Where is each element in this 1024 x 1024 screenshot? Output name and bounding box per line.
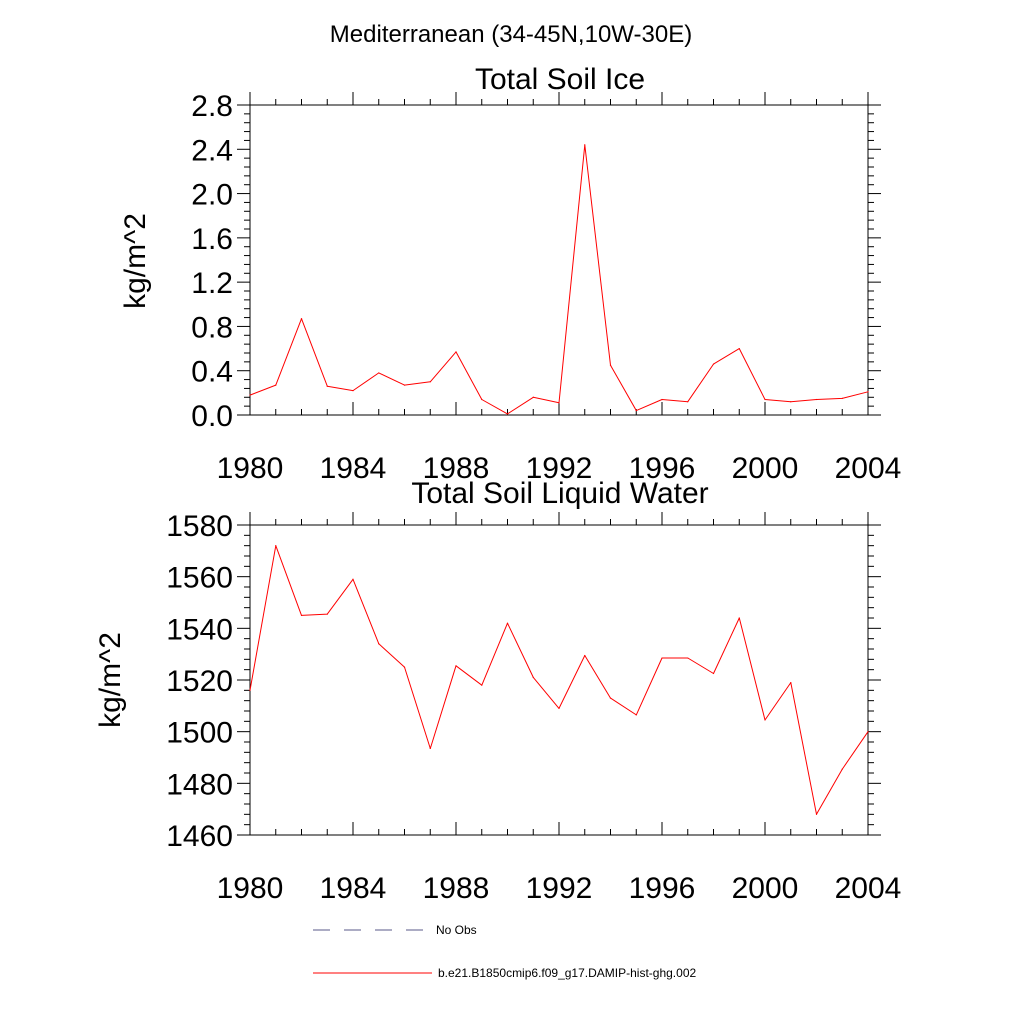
data-point — [300, 318, 303, 320]
data-point — [661, 398, 663, 401]
x-tick-label: 1988 — [423, 872, 490, 905]
data-point — [378, 643, 380, 645]
data-point — [326, 385, 328, 387]
y-tick-label: 1.6 — [191, 223, 233, 256]
y-tick-label: 1520 — [166, 665, 233, 698]
data-point — [867, 731, 869, 733]
y-axis-label: kg/m^2 — [119, 213, 152, 309]
y-tick-label: 1.2 — [191, 267, 233, 300]
data-point — [455, 351, 457, 353]
y-tick-label: 2.4 — [191, 134, 233, 167]
data-point — [249, 689, 251, 691]
data-point — [558, 402, 560, 404]
data-point — [506, 413, 509, 415]
data-point — [506, 622, 509, 624]
x-tick-label: 1996 — [629, 452, 696, 485]
data-point — [352, 578, 354, 580]
y-tick-label: 1540 — [166, 613, 233, 646]
panel-title: Total Soil Liquid Water — [411, 477, 708, 510]
data-point — [352, 390, 354, 392]
data-point — [841, 768, 843, 770]
y-tick-label: 0.4 — [191, 356, 233, 389]
y-tick-label: 1460 — [166, 820, 233, 853]
x-tick-label: 2000 — [732, 872, 799, 905]
x-tick-label: 1980 — [217, 452, 284, 485]
x-tick-label: 1992 — [526, 872, 593, 905]
data-point — [815, 813, 818, 815]
data-point — [609, 697, 612, 699]
data-point — [429, 747, 431, 750]
legend-model-label: b.e21.B1850cmip6.f09_g17.DAMIP-hist-ghg.… — [438, 966, 696, 980]
data-point — [841, 397, 843, 399]
data-point — [867, 391, 869, 393]
figure-title: Mediterranean (34-45N,10W-30E) — [330, 21, 692, 48]
data-point — [738, 617, 740, 619]
data-point — [661, 657, 663, 659]
y-axis-label: kg/m^2 — [94, 632, 127, 728]
data-point — [790, 401, 792, 403]
data-point — [378, 372, 380, 374]
data-point — [249, 394, 251, 396]
x-tick-label: 1980 — [217, 872, 284, 905]
y-tick-label: 1480 — [166, 768, 233, 801]
data-point — [635, 409, 637, 412]
x-tick-label: 1992 — [526, 452, 593, 485]
panel-total-soil-liquid-water: Total Soil Liquid Water kg/m^2 1980 1984 1… — [94, 477, 901, 905]
data-point — [275, 545, 277, 547]
data-point — [326, 613, 328, 615]
data-point — [403, 666, 406, 668]
plot-frame — [249, 524, 869, 836]
data-point — [687, 657, 689, 659]
data-point — [558, 707, 560, 710]
data-point — [584, 654, 586, 657]
plot-frame — [249, 104, 869, 416]
data-point — [635, 714, 637, 716]
data-point — [687, 401, 689, 403]
data-point — [300, 614, 303, 617]
y-tick-label: 0.8 — [191, 311, 233, 344]
legend: No Obs b.e21.B1850cmip6.f09_g17.DAMIP-hi… — [313, 923, 696, 980]
data-point — [815, 398, 818, 401]
x-tick-label: 1984 — [320, 872, 387, 905]
data-point — [481, 684, 483, 686]
data-point — [481, 398, 483, 401]
data-point — [764, 719, 766, 721]
data-point — [609, 364, 612, 366]
data-point — [738, 347, 740, 350]
y-tick-label: 1560 — [166, 562, 233, 595]
data-point — [584, 144, 586, 146]
series-line — [249, 545, 869, 815]
x-tick-label: 1988 — [423, 452, 490, 485]
x-tick-label: 1996 — [629, 872, 696, 905]
data-point — [764, 398, 766, 401]
x-tick-label: 1984 — [320, 452, 387, 485]
data-point — [275, 384, 277, 386]
y-tick-label: 0.0 — [191, 400, 233, 433]
x-tick-label: 2000 — [732, 452, 799, 485]
panel-title: Total Soil Ice — [475, 63, 645, 96]
data-point — [403, 384, 406, 386]
data-point — [790, 681, 792, 684]
data-point — [712, 363, 715, 365]
y-tick-label: 1580 — [166, 510, 233, 543]
y-tick-label: 2.0 — [191, 179, 233, 212]
y-tick-label: 2.8 — [191, 90, 233, 123]
data-point — [455, 665, 457, 667]
y-tick-label: 1500 — [166, 717, 233, 750]
data-point — [532, 396, 534, 398]
data-point — [712, 672, 715, 675]
data-point — [532, 676, 534, 679]
legend-no-obs-label: No Obs — [436, 923, 477, 937]
x-tick-label: 2004 — [835, 452, 902, 485]
series-line — [249, 144, 869, 415]
data-point — [429, 381, 431, 383]
panel-total-soil-ice: Total Soil Ice kg/m^2 1980 1984 1988 1992 19… — [119, 63, 901, 485]
x-tick-label: 2004 — [835, 872, 902, 905]
